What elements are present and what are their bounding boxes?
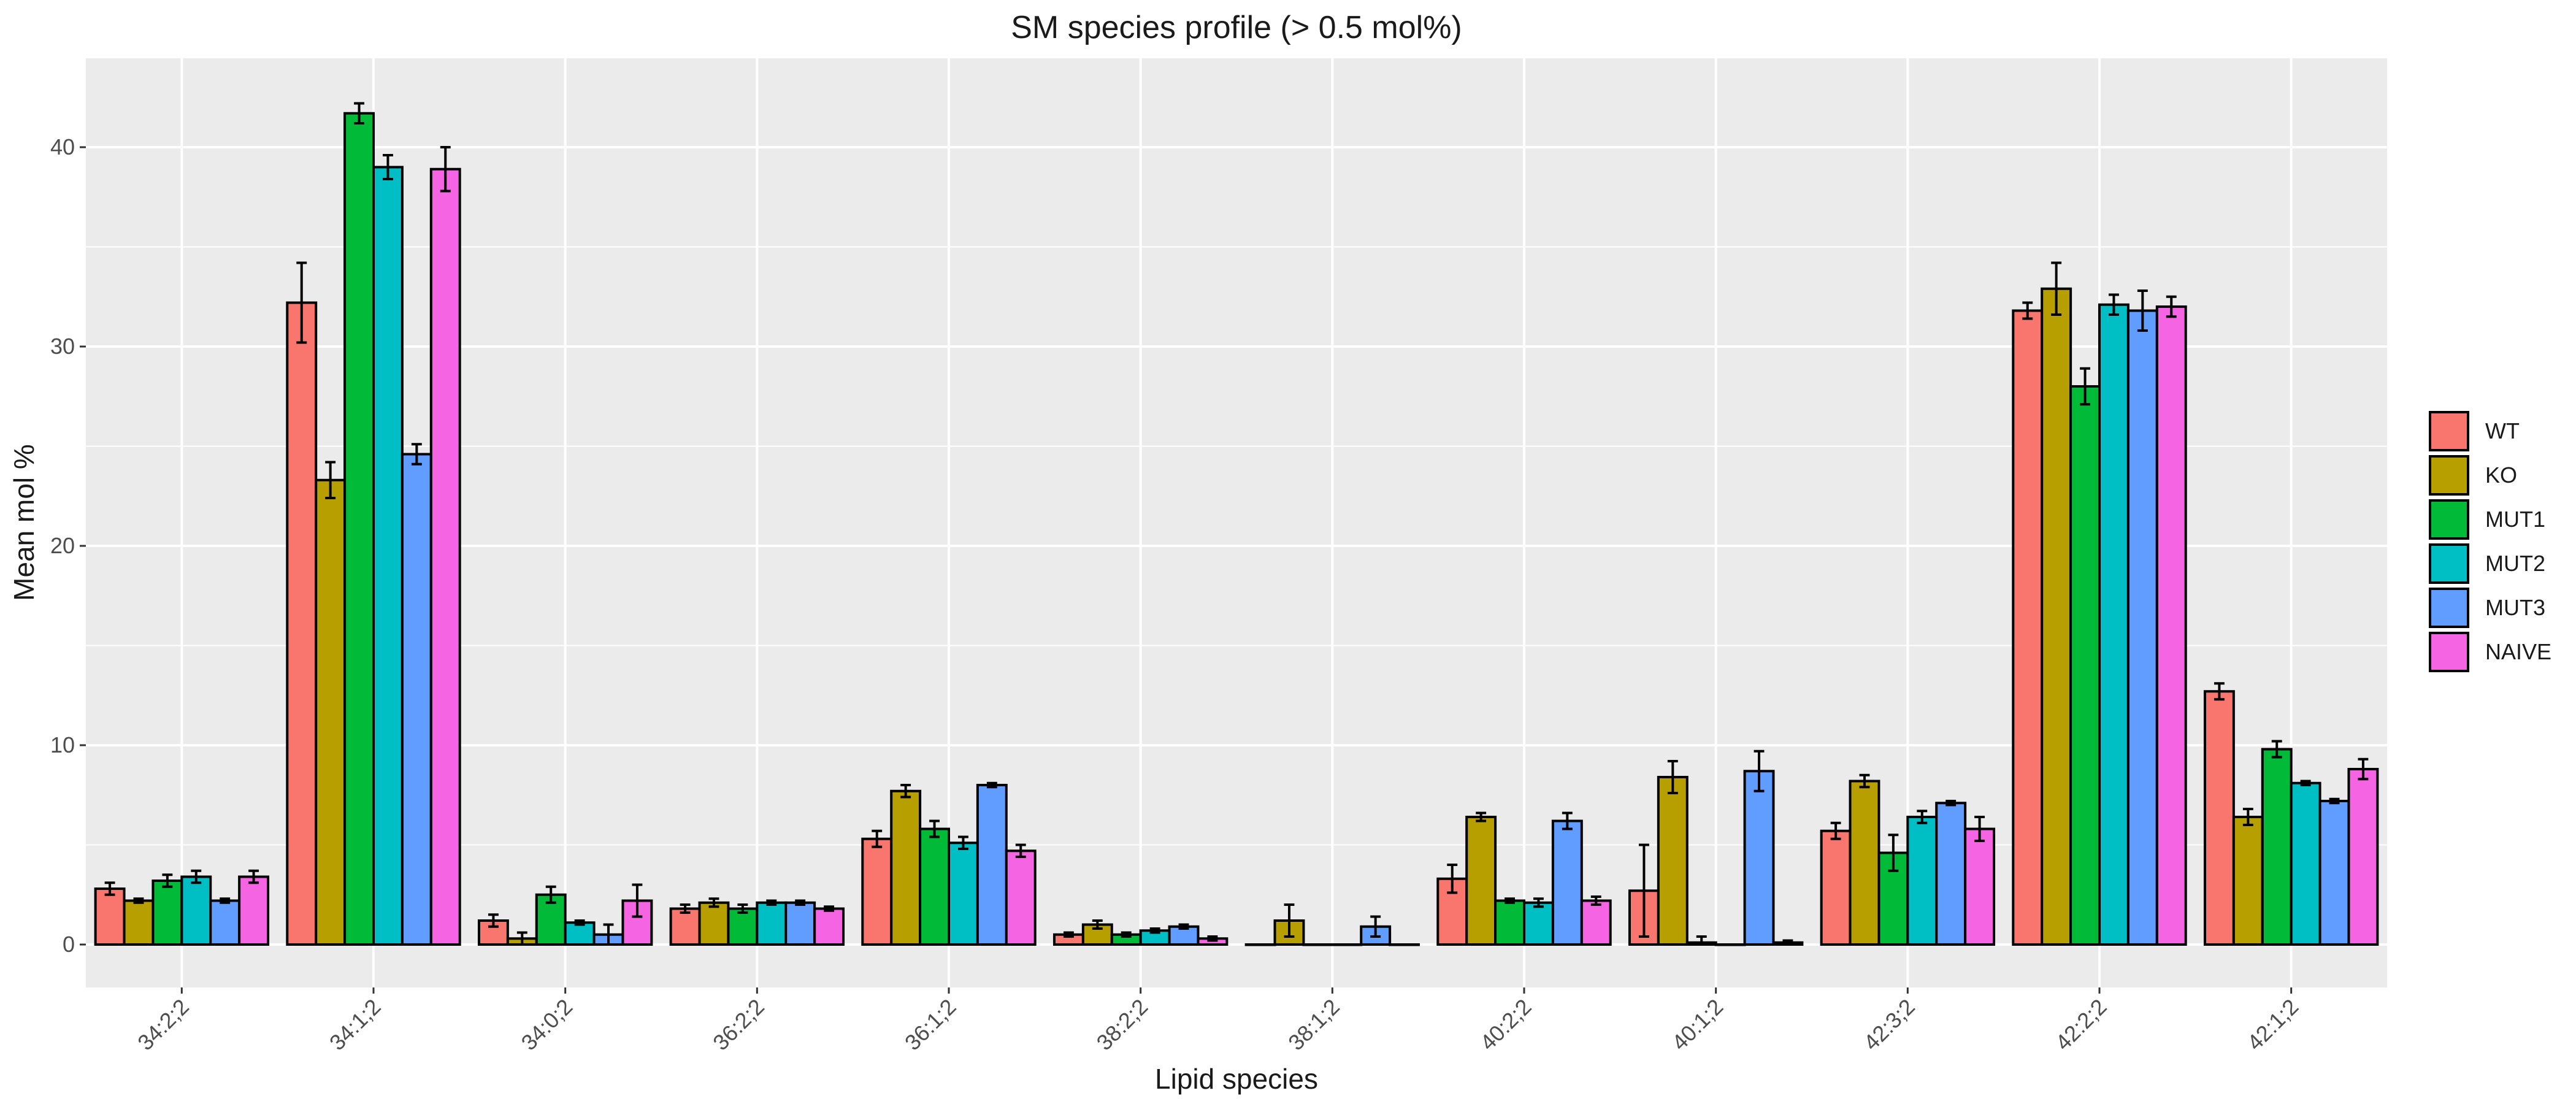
x-tick-label: 42:2;2 bbox=[2050, 994, 2112, 1056]
x-tick-label: 34:1;2 bbox=[324, 994, 386, 1056]
bar bbox=[2347, 768, 2379, 946]
bar bbox=[1523, 901, 1554, 946]
legend: WT KO MUT1 MUT2 MUT3 NAIVE bbox=[2429, 411, 2551, 672]
bar bbox=[669, 907, 701, 946]
chart-title: SM species profile (> 0.5 mol%) bbox=[1011, 10, 1462, 45]
bar bbox=[1465, 816, 1497, 946]
y-tick-label: 20 bbox=[50, 533, 75, 558]
x-tick-label: 36:1;2 bbox=[900, 994, 961, 1056]
legend-label: MUT2 bbox=[2485, 551, 2545, 576]
y-axis-ticks: 0 10 20 30 40 bbox=[50, 134, 86, 957]
legend-key bbox=[2429, 455, 2469, 496]
bar bbox=[2041, 287, 2072, 946]
legend-label: WT bbox=[2485, 418, 2520, 443]
bar bbox=[343, 112, 375, 946]
bar bbox=[1820, 829, 1852, 946]
bar bbox=[151, 880, 183, 946]
bar bbox=[2290, 781, 2321, 946]
bar bbox=[727, 907, 759, 946]
bar bbox=[2318, 800, 2350, 946]
bar bbox=[180, 875, 212, 946]
bar bbox=[784, 901, 816, 946]
y-tick-label: 30 bbox=[50, 334, 75, 359]
bar bbox=[890, 789, 922, 946]
bar bbox=[2012, 309, 2044, 946]
bars bbox=[94, 102, 2379, 946]
bar bbox=[1580, 899, 1612, 946]
bar bbox=[429, 167, 461, 946]
bar bbox=[94, 887, 126, 946]
legend-label: NAIVE bbox=[2485, 639, 2551, 664]
x-tick-label: 34:2;2 bbox=[132, 994, 194, 1056]
x-axis-title: Lipid species bbox=[1155, 1063, 1318, 1095]
bar bbox=[756, 901, 788, 946]
y-tick-label: 0 bbox=[63, 932, 75, 957]
bar bbox=[2126, 309, 2158, 946]
legend-label: KO bbox=[2485, 462, 2517, 488]
bar bbox=[2261, 748, 2293, 946]
x-tick-label: 36:2;2 bbox=[708, 994, 769, 1056]
x-tick-label: 40:2;2 bbox=[1475, 994, 1536, 1056]
x-tick-label: 42:3;2 bbox=[1858, 994, 1920, 1056]
x-tick-label: 34:0;2 bbox=[516, 994, 578, 1056]
bar bbox=[315, 478, 347, 946]
bar bbox=[861, 837, 893, 946]
bar bbox=[948, 841, 979, 946]
legend-key bbox=[2429, 588, 2469, 628]
legend-key bbox=[2429, 499, 2469, 540]
y-tick-label: 40 bbox=[50, 134, 75, 159]
bar bbox=[2155, 305, 2187, 946]
bar bbox=[1005, 849, 1037, 946]
bar bbox=[976, 784, 1008, 946]
bar bbox=[1906, 816, 1938, 946]
legend-key bbox=[2429, 632, 2469, 672]
bar bbox=[564, 921, 596, 946]
bar bbox=[813, 907, 845, 946]
bar bbox=[919, 827, 950, 946]
y-axis-title: Mean mol % bbox=[8, 444, 40, 601]
y-tick-label: 10 bbox=[50, 732, 75, 757]
bar bbox=[123, 899, 155, 946]
legend-key bbox=[2429, 543, 2469, 584]
x-tick-label: 42:1;2 bbox=[2242, 994, 2304, 1056]
bar bbox=[1849, 780, 1880, 946]
bar bbox=[372, 166, 404, 946]
legend-label: MUT3 bbox=[2485, 595, 2545, 620]
x-axis-ticks: 34:2;2 34:1;2 34:0;2 36:2;2 36:1;2 38:2;2 38:1… bbox=[132, 987, 2303, 1055]
bar bbox=[1551, 819, 1583, 946]
bar bbox=[286, 301, 318, 946]
bar bbox=[2098, 303, 2129, 946]
bar bbox=[1743, 770, 1775, 946]
bar bbox=[238, 875, 270, 946]
bar bbox=[1657, 776, 1689, 946]
bar bbox=[401, 453, 432, 946]
bar bbox=[2069, 385, 2101, 946]
bar bbox=[2232, 816, 2264, 946]
bar bbox=[1494, 899, 1526, 946]
bar bbox=[1935, 802, 1967, 946]
x-tick-label: 40:1;2 bbox=[1667, 994, 1728, 1056]
x-tick-label: 38:2;2 bbox=[1092, 994, 1153, 1056]
x-tick-label: 38:1;2 bbox=[1283, 994, 1344, 1056]
bar bbox=[2203, 690, 2235, 946]
plot-panel bbox=[86, 58, 2387, 987]
legend-key bbox=[2429, 411, 2469, 451]
bar bbox=[1964, 827, 1996, 946]
bar bbox=[698, 901, 730, 946]
bar bbox=[209, 899, 241, 946]
legend-label: MUT1 bbox=[2485, 507, 2545, 532]
